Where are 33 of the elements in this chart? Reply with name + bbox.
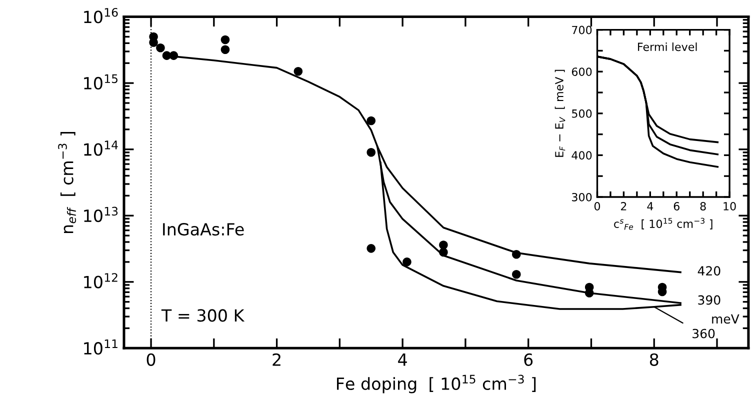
annotation: meV [712,314,740,324]
x-tick-label: 2 [620,202,626,210]
annotation: 360 [692,328,715,338]
y-tick-label: 10$^{13}$ [84,206,118,222]
y-tick-label: 10$^{12}$ [84,273,118,288]
x-tick-label: 6 [674,202,680,210]
x-axis-title: Fe doping [ 10$^{15}$ cm$^{−3}$ ] [337,374,536,394]
y-tick-label: 600 [572,68,592,76]
x-axis-title: c$^{s}$$_{Fe}$ [ 10$^{15}$ cm$^{−3}$ ] [614,218,712,230]
annotation: Fermi level [638,42,697,52]
annotation: T = 300 K [161,309,245,322]
annotation: 390 [698,295,720,305]
x-tick-label: 4 [647,202,654,210]
y-tick-label: 300 [572,192,592,202]
x-tick-label: 0 [594,202,600,210]
y-tick-label: 500 [572,109,592,118]
x-tick-label: 10 [724,202,736,210]
y-tick-label: 10$^{11}$ [84,340,118,355]
annotation: InGaAs:Fe [163,222,244,236]
y-tick-label: 700 [572,26,592,34]
y-tick-label: 10$^{15}$ [84,74,118,90]
annotation: 420 [698,266,720,276]
x-tick-label: 8 [700,202,706,210]
x-tick-label: 6 [524,353,533,366]
y-axis-title: n$_{eff}$ [ cm$^{−3}$ ] [58,132,76,233]
x-tick-label: 2 [272,353,280,366]
y-tick-label: 400 [572,151,592,160]
x-tick-label: 8 [650,353,658,366]
x-tick-label: 4 [398,354,407,366]
y-axis-title: E$_{F}$ − E$_{V}$ [ meV ] [554,70,566,157]
x-tick-label: 0 [146,353,156,366]
y-tick-label: 10$^{16}$ [84,8,118,24]
y-tick-label: 10$^{14}$ [84,140,118,156]
